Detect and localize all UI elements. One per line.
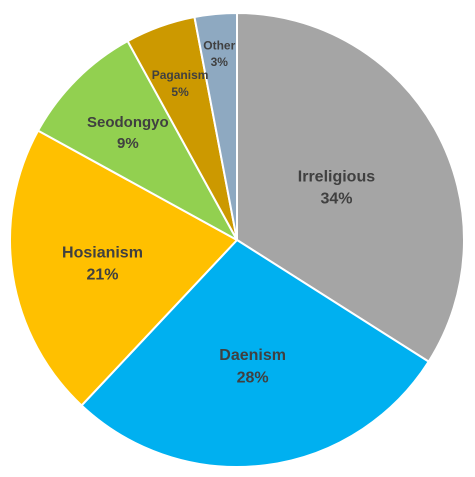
slice-label-irreligious: Irreligious (298, 168, 375, 185)
slice-value-seodongyo: 9% (117, 135, 139, 152)
slice-value-irreligious: 34% (320, 191, 352, 208)
pie-slice-seodongyo (37, 40, 238, 241)
pie-slices (9, 12, 465, 468)
pie-slice-irreligious (236, 12, 465, 363)
slice-label-seodongyo: Seodongyo (87, 114, 169, 131)
pie-slice-daenism (80, 239, 430, 468)
slice-label-daenism: Daenism (219, 347, 286, 364)
slice-value-hosianism: 21% (86, 267, 118, 284)
pie-slice-other (193, 12, 238, 241)
slice-value-other: 3% (211, 55, 229, 69)
slice-label-paganism: Paganism (152, 68, 209, 82)
pie-slice-hosianism (9, 129, 238, 407)
pie-labels: Irreligious 34% Daenism 28% Hosianism 21% Seod… (62, 38, 375, 386)
slice-value-daenism: 28% (237, 369, 269, 386)
slice-value-paganism: 5% (171, 85, 189, 99)
slice-label-hosianism: Hosianism (62, 244, 143, 261)
slice-label-other: Other (203, 38, 235, 52)
